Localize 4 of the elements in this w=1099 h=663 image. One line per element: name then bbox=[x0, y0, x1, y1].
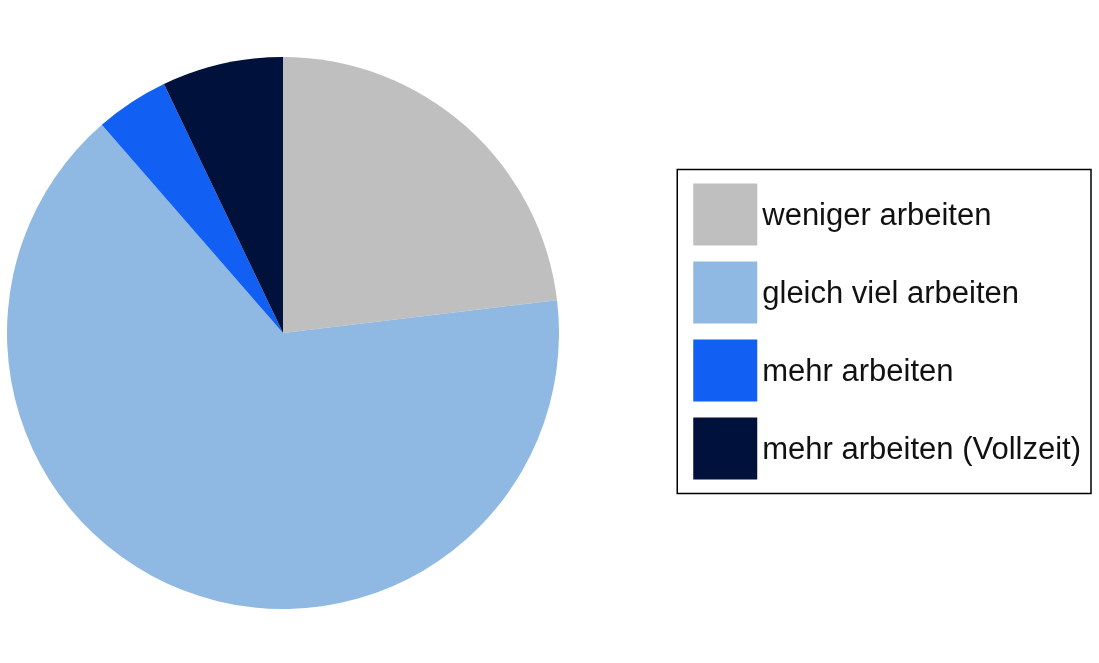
legend-label: mehr arbeiten bbox=[762, 353, 954, 388]
legend-label: weniger arbeiten bbox=[761, 197, 992, 232]
legend-label: mehr arbeiten (Vollzeit) bbox=[762, 431, 1081, 466]
legend-label: gleich viel arbeiten bbox=[762, 275, 1020, 310]
